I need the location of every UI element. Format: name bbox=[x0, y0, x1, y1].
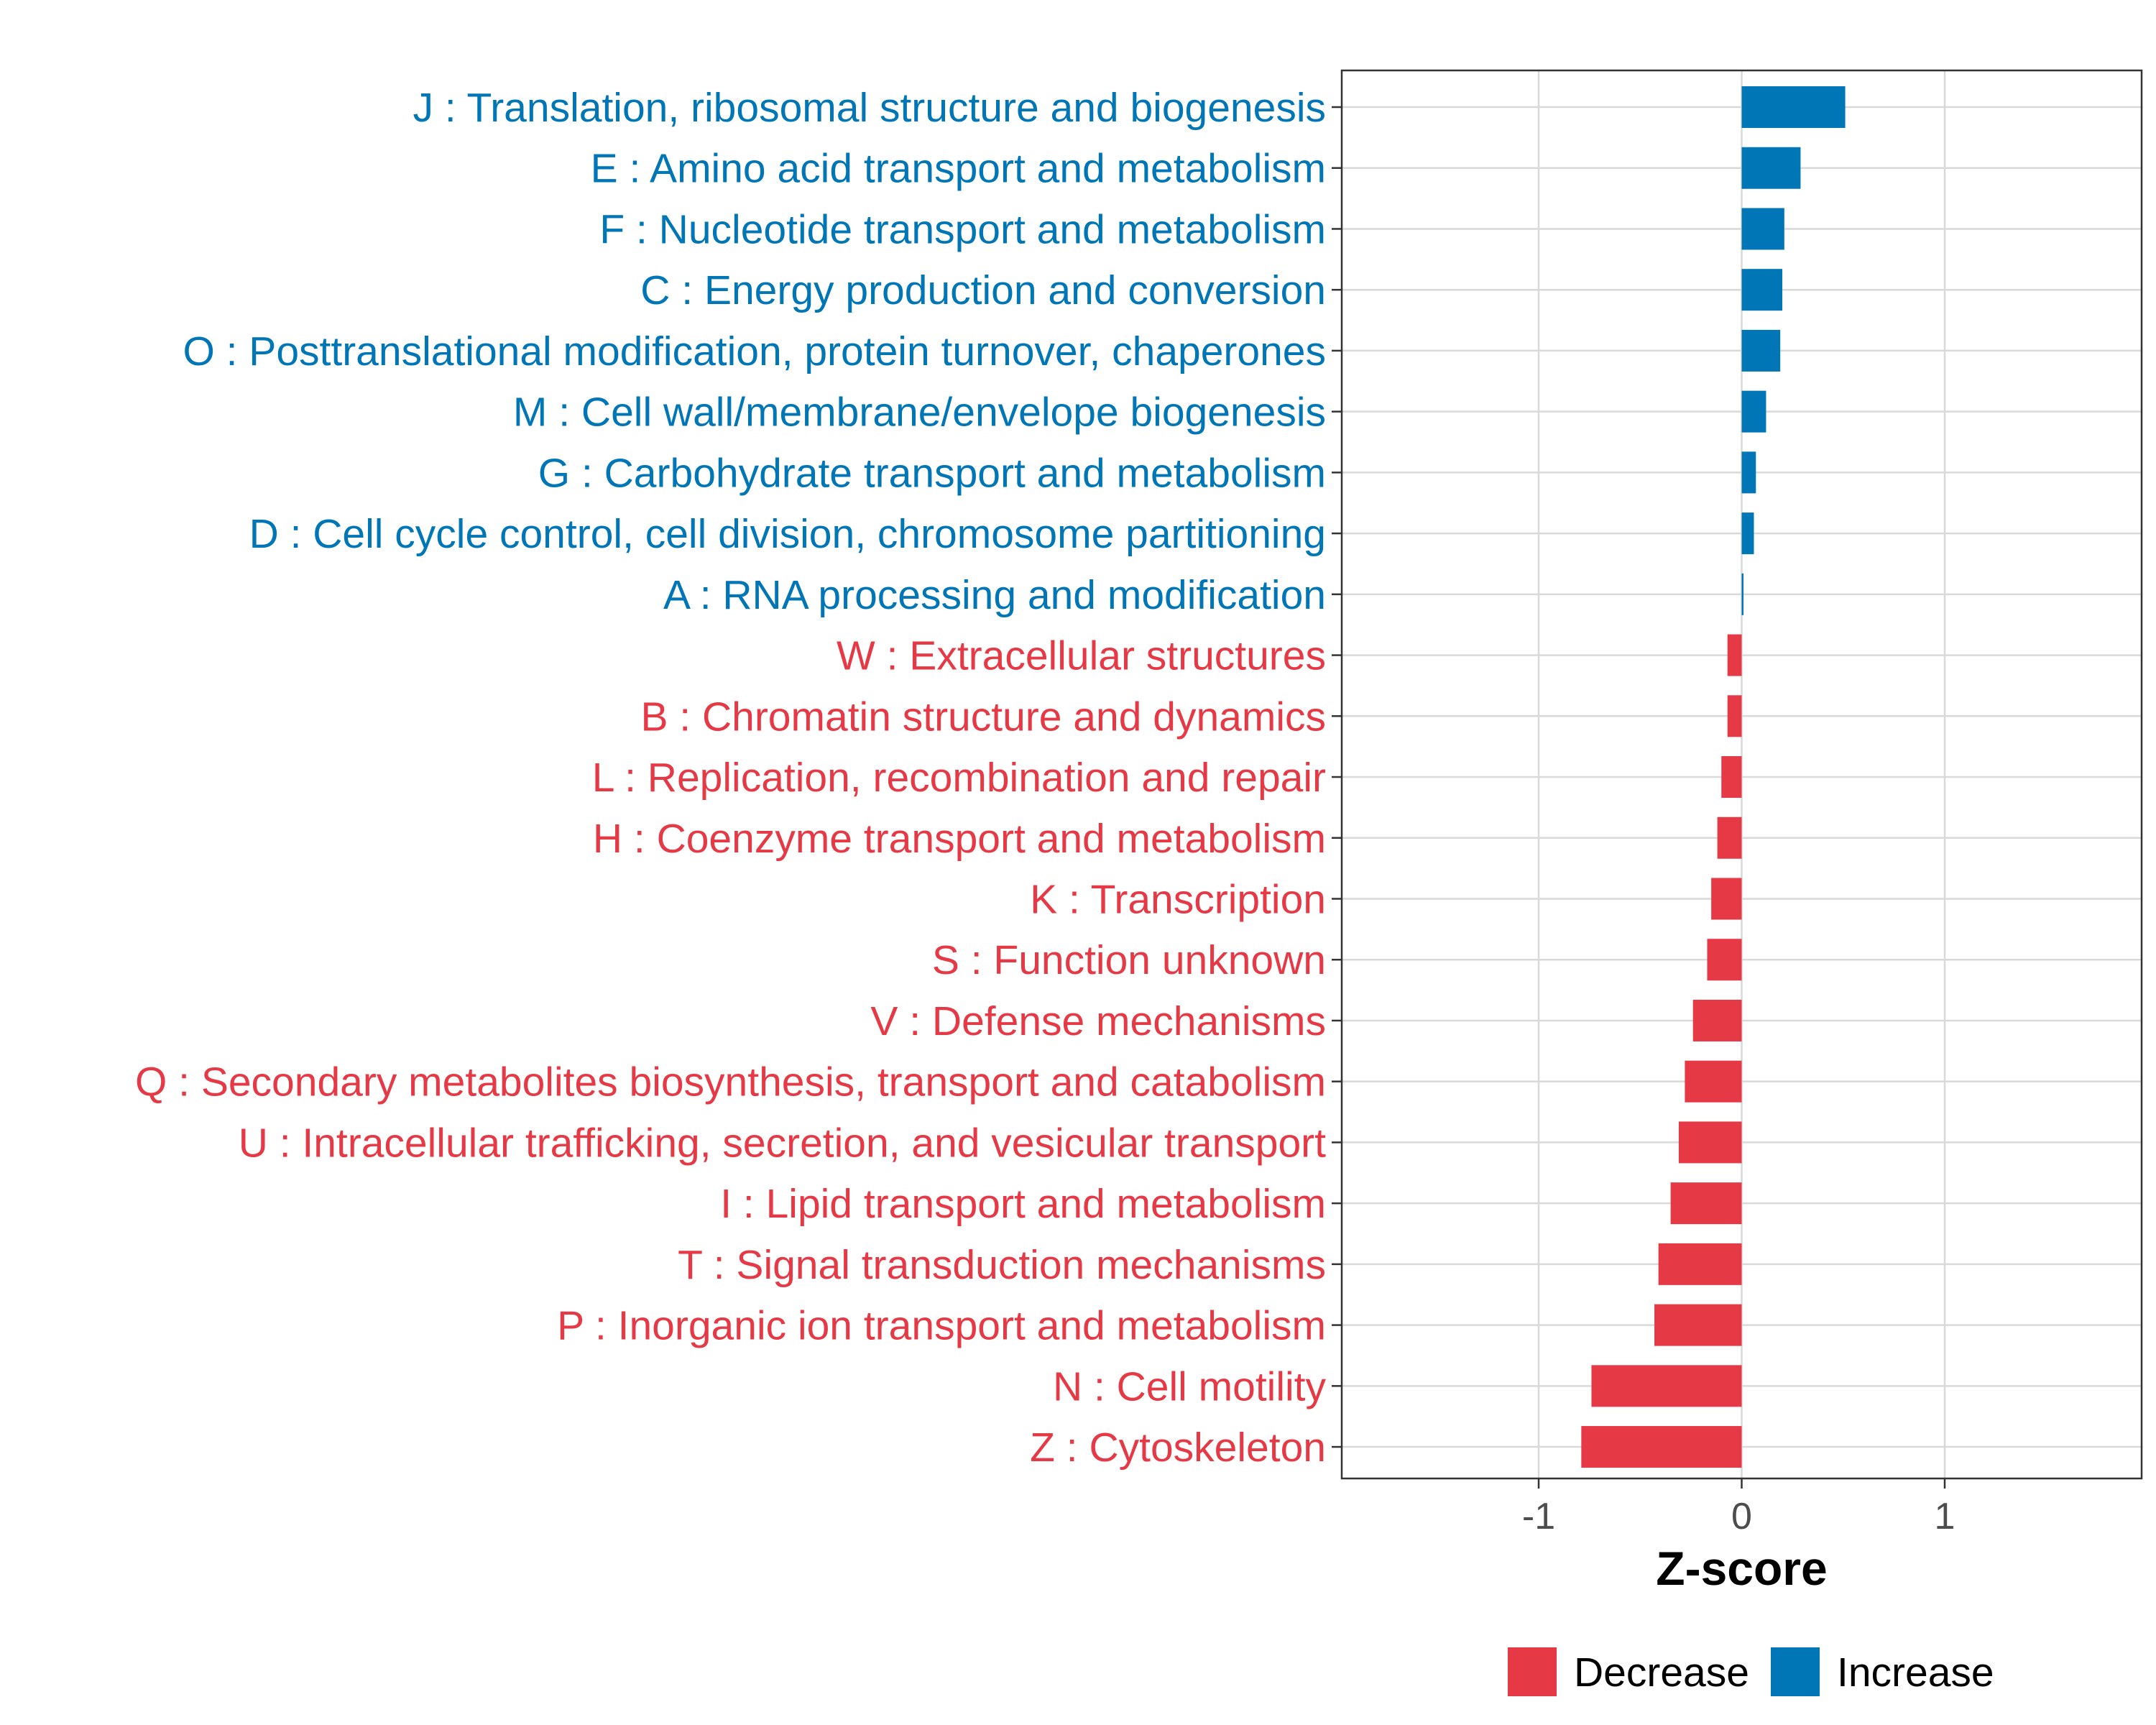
bar bbox=[1741, 512, 1754, 555]
bar bbox=[1711, 878, 1742, 920]
bar bbox=[1741, 451, 1756, 494]
category-label: Q : Secondary metabolites biosynthesis, … bbox=[135, 1059, 1326, 1105]
legend-label-decrease: Decrease bbox=[1574, 1650, 1749, 1696]
category-label: G : Carbohydrate transport and metabolis… bbox=[538, 450, 1326, 496]
bar bbox=[1717, 816, 1742, 859]
bar bbox=[1581, 1426, 1742, 1468]
bar bbox=[1670, 1182, 1742, 1225]
bar bbox=[1741, 269, 1782, 311]
category-label: J : Translation, ribosomal structure and… bbox=[413, 85, 1326, 131]
bar bbox=[1707, 939, 1742, 981]
category-label: E : Amino acid transport and metabolism bbox=[591, 146, 1326, 192]
category-label: H : Coenzyme transport and metabolism bbox=[593, 816, 1326, 862]
category-label: N : Cell motility bbox=[1053, 1363, 1327, 1409]
category-label: S : Function unknown bbox=[932, 937, 1326, 983]
category-label: D : Cell cycle control, cell division, c… bbox=[249, 511, 1326, 557]
bar bbox=[1591, 1365, 1742, 1407]
x-tick-label: 1 bbox=[1935, 1496, 1955, 1537]
bar bbox=[1741, 573, 1743, 615]
bar bbox=[1727, 634, 1742, 676]
x-tick-label: -1 bbox=[1522, 1496, 1555, 1537]
category-label: W : Extracellular structures bbox=[837, 633, 1326, 679]
bar bbox=[1727, 695, 1742, 737]
bar bbox=[1741, 147, 1801, 189]
legend-label-increase: Increase bbox=[1837, 1650, 1994, 1696]
category-label: O : Posttranslational modification, prot… bbox=[183, 328, 1326, 374]
category-label: K : Transcription bbox=[1030, 876, 1326, 922]
category-label: C : Energy production and conversion bbox=[640, 267, 1326, 313]
bar bbox=[1654, 1304, 1742, 1346]
bar bbox=[1741, 329, 1781, 372]
legend-swatch-decrease bbox=[1508, 1647, 1557, 1696]
bar bbox=[1741, 208, 1784, 250]
bar bbox=[1721, 756, 1742, 799]
category-label: U : Intracellular trafficking, secretion… bbox=[239, 1120, 1326, 1166]
bars bbox=[1581, 86, 1846, 1468]
y-axis-ticks bbox=[1332, 106, 1342, 1448]
category-label: L : Replication, recombination and repai… bbox=[592, 755, 1326, 801]
x-axis-title: Z-score bbox=[1656, 1542, 1827, 1595]
x-axis-ticks: -1 0 1 bbox=[1522, 1478, 1955, 1537]
legend: Decrease Increase bbox=[1508, 1647, 1994, 1696]
category-label: B : Chromatin structure and dynamics bbox=[640, 694, 1326, 740]
bar bbox=[1741, 390, 1766, 433]
category-labels: J : Translation, ribosomal structure and… bbox=[135, 85, 1327, 1471]
legend-swatch-increase bbox=[1771, 1647, 1820, 1696]
category-label: Z : Cytoskeleton bbox=[1030, 1425, 1326, 1471]
category-label: A : RNA processing and modification bbox=[663, 572, 1326, 618]
bar bbox=[1685, 1060, 1742, 1103]
category-label: V : Defense mechanisms bbox=[870, 998, 1326, 1044]
x-tick-label: 0 bbox=[1731, 1496, 1752, 1537]
category-label: P : Inorganic ion transport and metaboli… bbox=[557, 1303, 1326, 1349]
bar bbox=[1741, 86, 1846, 128]
category-label: F : Nucleotide transport and metabolism bbox=[599, 206, 1326, 252]
bar bbox=[1692, 999, 1742, 1041]
bar bbox=[1658, 1243, 1742, 1285]
category-label: I : Lipid transport and metabolism bbox=[720, 1181, 1326, 1227]
bar bbox=[1678, 1121, 1742, 1164]
category-label: M : Cell wall/membrane/envelope biogenes… bbox=[513, 390, 1326, 436]
category-label: T : Signal transduction mechanisms bbox=[678, 1242, 1326, 1288]
